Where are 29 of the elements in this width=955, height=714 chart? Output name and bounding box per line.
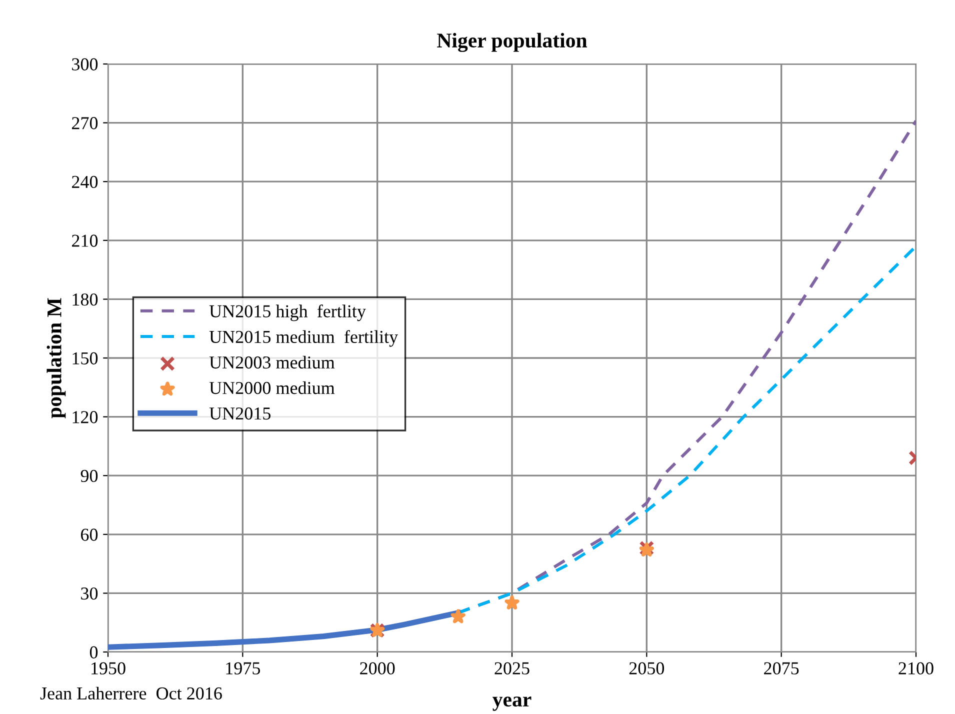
legend-label: UN2015 high fertlity <box>209 304 366 322</box>
legend-label: UN2015 medium fertility <box>209 330 398 347</box>
y-tick-label: 90 <box>80 470 98 482</box>
y-tick-label: 30 <box>81 587 98 600</box>
x-tick-label: 1975 <box>226 662 260 674</box>
y-tick-label: 210 <box>72 234 98 247</box>
x-tick-label: 2025 <box>494 662 530 674</box>
x-tick-label: 2050 <box>629 662 664 674</box>
x-tick-label: 2100 <box>898 662 934 674</box>
y-tick-label: 150 <box>72 352 98 364</box>
point <box>504 595 520 610</box>
legend-label: UN2003 medium <box>209 356 335 369</box>
point <box>450 609 466 624</box>
chart-title: Niger population <box>437 32 588 52</box>
x-axis-title: year <box>492 696 532 711</box>
x-tick-label: 2000 <box>360 662 395 674</box>
x-tick-label: 2075 <box>764 662 799 674</box>
y-tick-label: 60 <box>81 528 98 541</box>
y-tick-label: 180 <box>72 293 98 306</box>
y-tick-label: 300 <box>72 58 98 70</box>
y-tick-label: 120 <box>72 411 98 424</box>
legend-label: UN2000 medium <box>209 381 335 394</box>
x-tick-label: 1950 <box>92 662 126 674</box>
y-axis-title: population M <box>46 298 66 418</box>
y-tick-label: 240 <box>72 176 98 188</box>
y-tick-label: 270 <box>72 117 98 130</box>
legend-label: UN2015 <box>209 407 271 420</box>
y-tick-label: 0 <box>90 646 98 658</box>
text: Jean Laherrere Oct 2016 <box>40 686 222 700</box>
